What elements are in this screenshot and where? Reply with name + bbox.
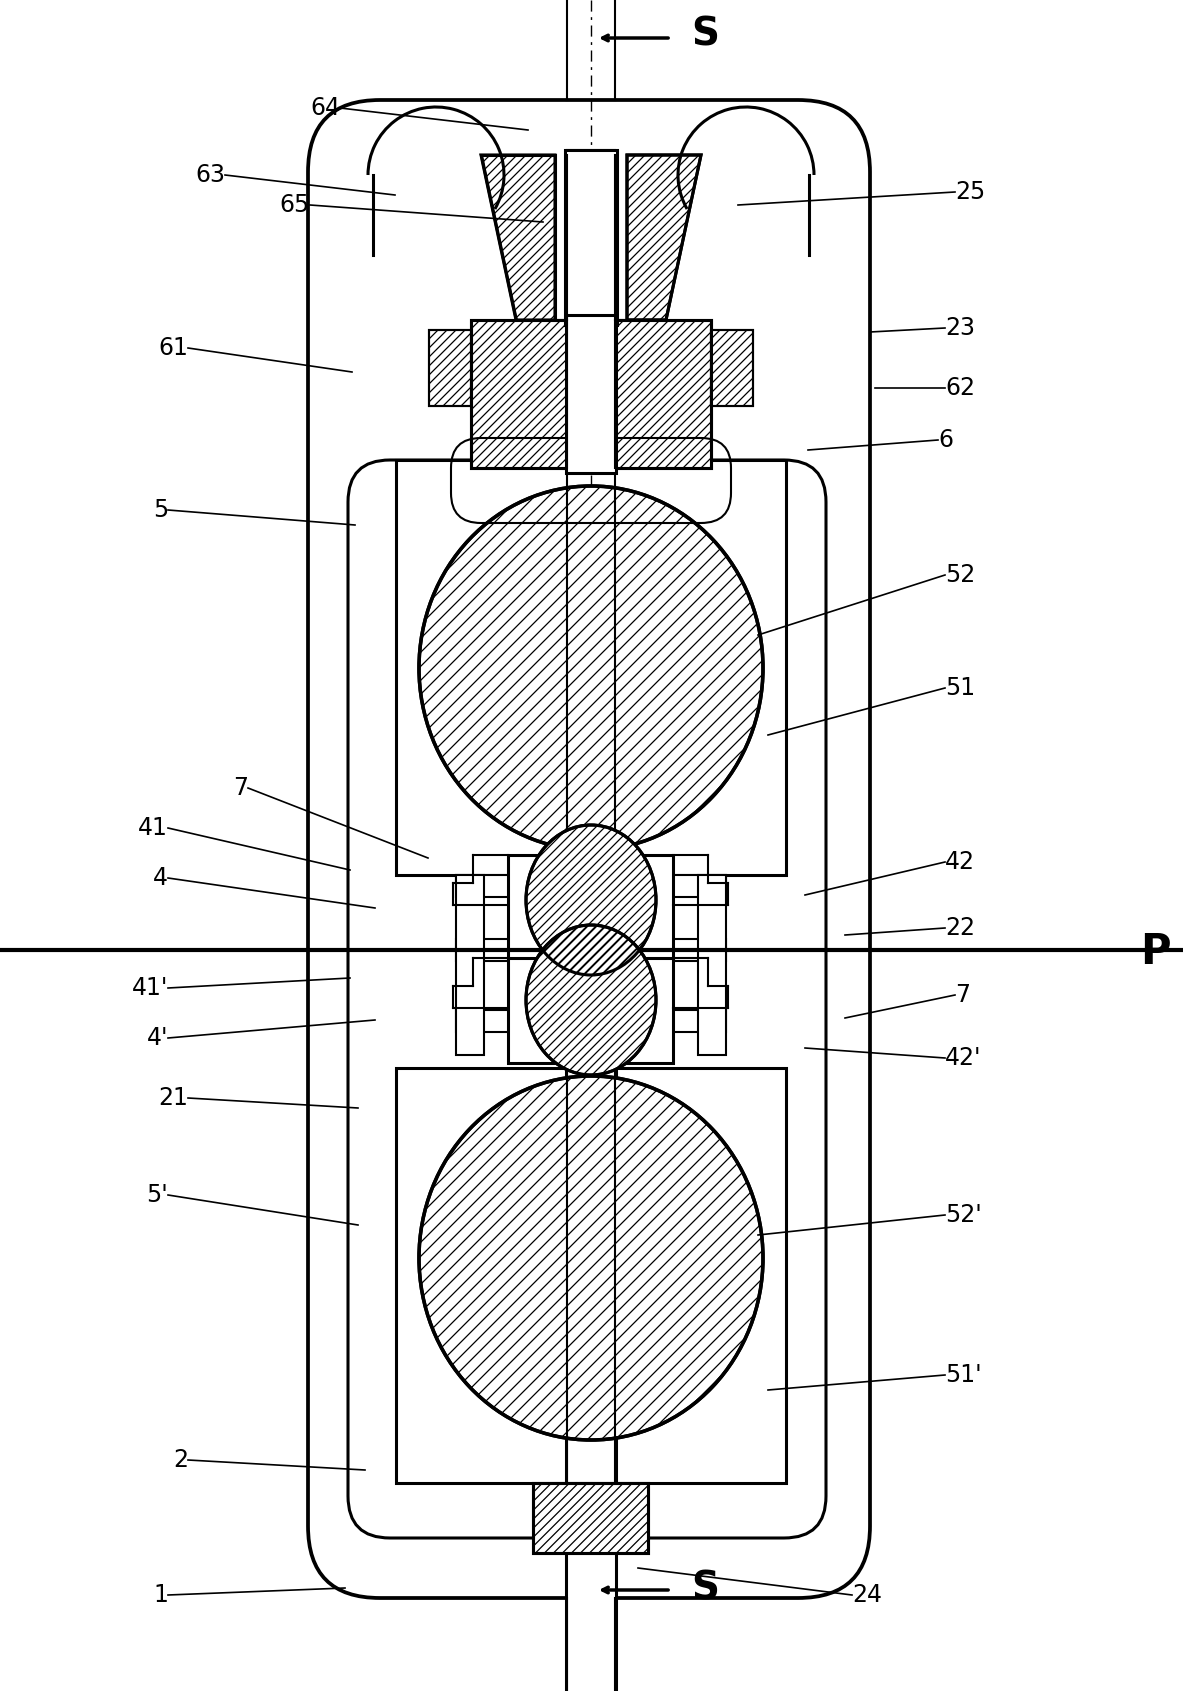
Text: S: S <box>691 15 719 54</box>
Text: 41': 41' <box>131 976 168 999</box>
Text: 7: 7 <box>955 982 970 1008</box>
FancyBboxPatch shape <box>308 100 870 1598</box>
Bar <box>429 330 471 406</box>
Text: 63: 63 <box>195 162 225 188</box>
Text: 52: 52 <box>945 563 975 587</box>
Text: 4: 4 <box>153 866 168 889</box>
Text: 21: 21 <box>159 1086 188 1109</box>
Ellipse shape <box>419 485 763 851</box>
Bar <box>534 1483 648 1552</box>
Text: 62: 62 <box>945 375 975 401</box>
Bar <box>396 1069 786 1483</box>
Text: 61: 61 <box>159 337 188 360</box>
Bar <box>509 959 673 1064</box>
Bar <box>509 856 673 960</box>
Text: 5: 5 <box>153 499 168 523</box>
Ellipse shape <box>526 825 657 976</box>
Polygon shape <box>481 156 555 320</box>
Text: 2: 2 <box>173 1447 188 1471</box>
Text: 23: 23 <box>945 316 975 340</box>
Text: S: S <box>691 1569 719 1606</box>
Bar <box>455 874 484 1055</box>
Ellipse shape <box>526 925 657 1075</box>
Bar <box>534 1483 648 1552</box>
Bar <box>429 330 471 406</box>
Bar <box>565 869 616 1691</box>
Text: 42: 42 <box>945 851 975 874</box>
Bar <box>698 874 726 1055</box>
Polygon shape <box>627 156 702 320</box>
Text: 1: 1 <box>153 1583 168 1606</box>
Text: P: P <box>1140 932 1171 972</box>
Bar <box>471 320 711 468</box>
Text: 51': 51' <box>945 1363 982 1387</box>
Text: 42': 42' <box>945 1047 982 1070</box>
Bar <box>455 1010 726 1032</box>
Text: 24: 24 <box>852 1583 883 1606</box>
Bar <box>565 150 618 325</box>
Bar <box>711 330 754 406</box>
Text: 4': 4' <box>147 1026 168 1050</box>
Text: 22: 22 <box>945 917 975 940</box>
Text: 41: 41 <box>138 817 168 840</box>
Bar <box>455 874 726 896</box>
Text: 5': 5' <box>147 1184 168 1207</box>
Text: 65: 65 <box>279 193 310 216</box>
Text: 51: 51 <box>945 676 975 700</box>
Text: 6: 6 <box>938 428 953 451</box>
Text: 52': 52' <box>945 1202 982 1228</box>
Bar <box>471 320 711 468</box>
Bar <box>565 315 616 473</box>
Bar <box>396 460 786 874</box>
Text: 25: 25 <box>955 179 985 205</box>
Text: 7: 7 <box>233 776 248 800</box>
Ellipse shape <box>419 1075 763 1441</box>
Bar <box>711 330 754 406</box>
Bar <box>455 939 726 960</box>
Text: 64: 64 <box>310 96 340 120</box>
